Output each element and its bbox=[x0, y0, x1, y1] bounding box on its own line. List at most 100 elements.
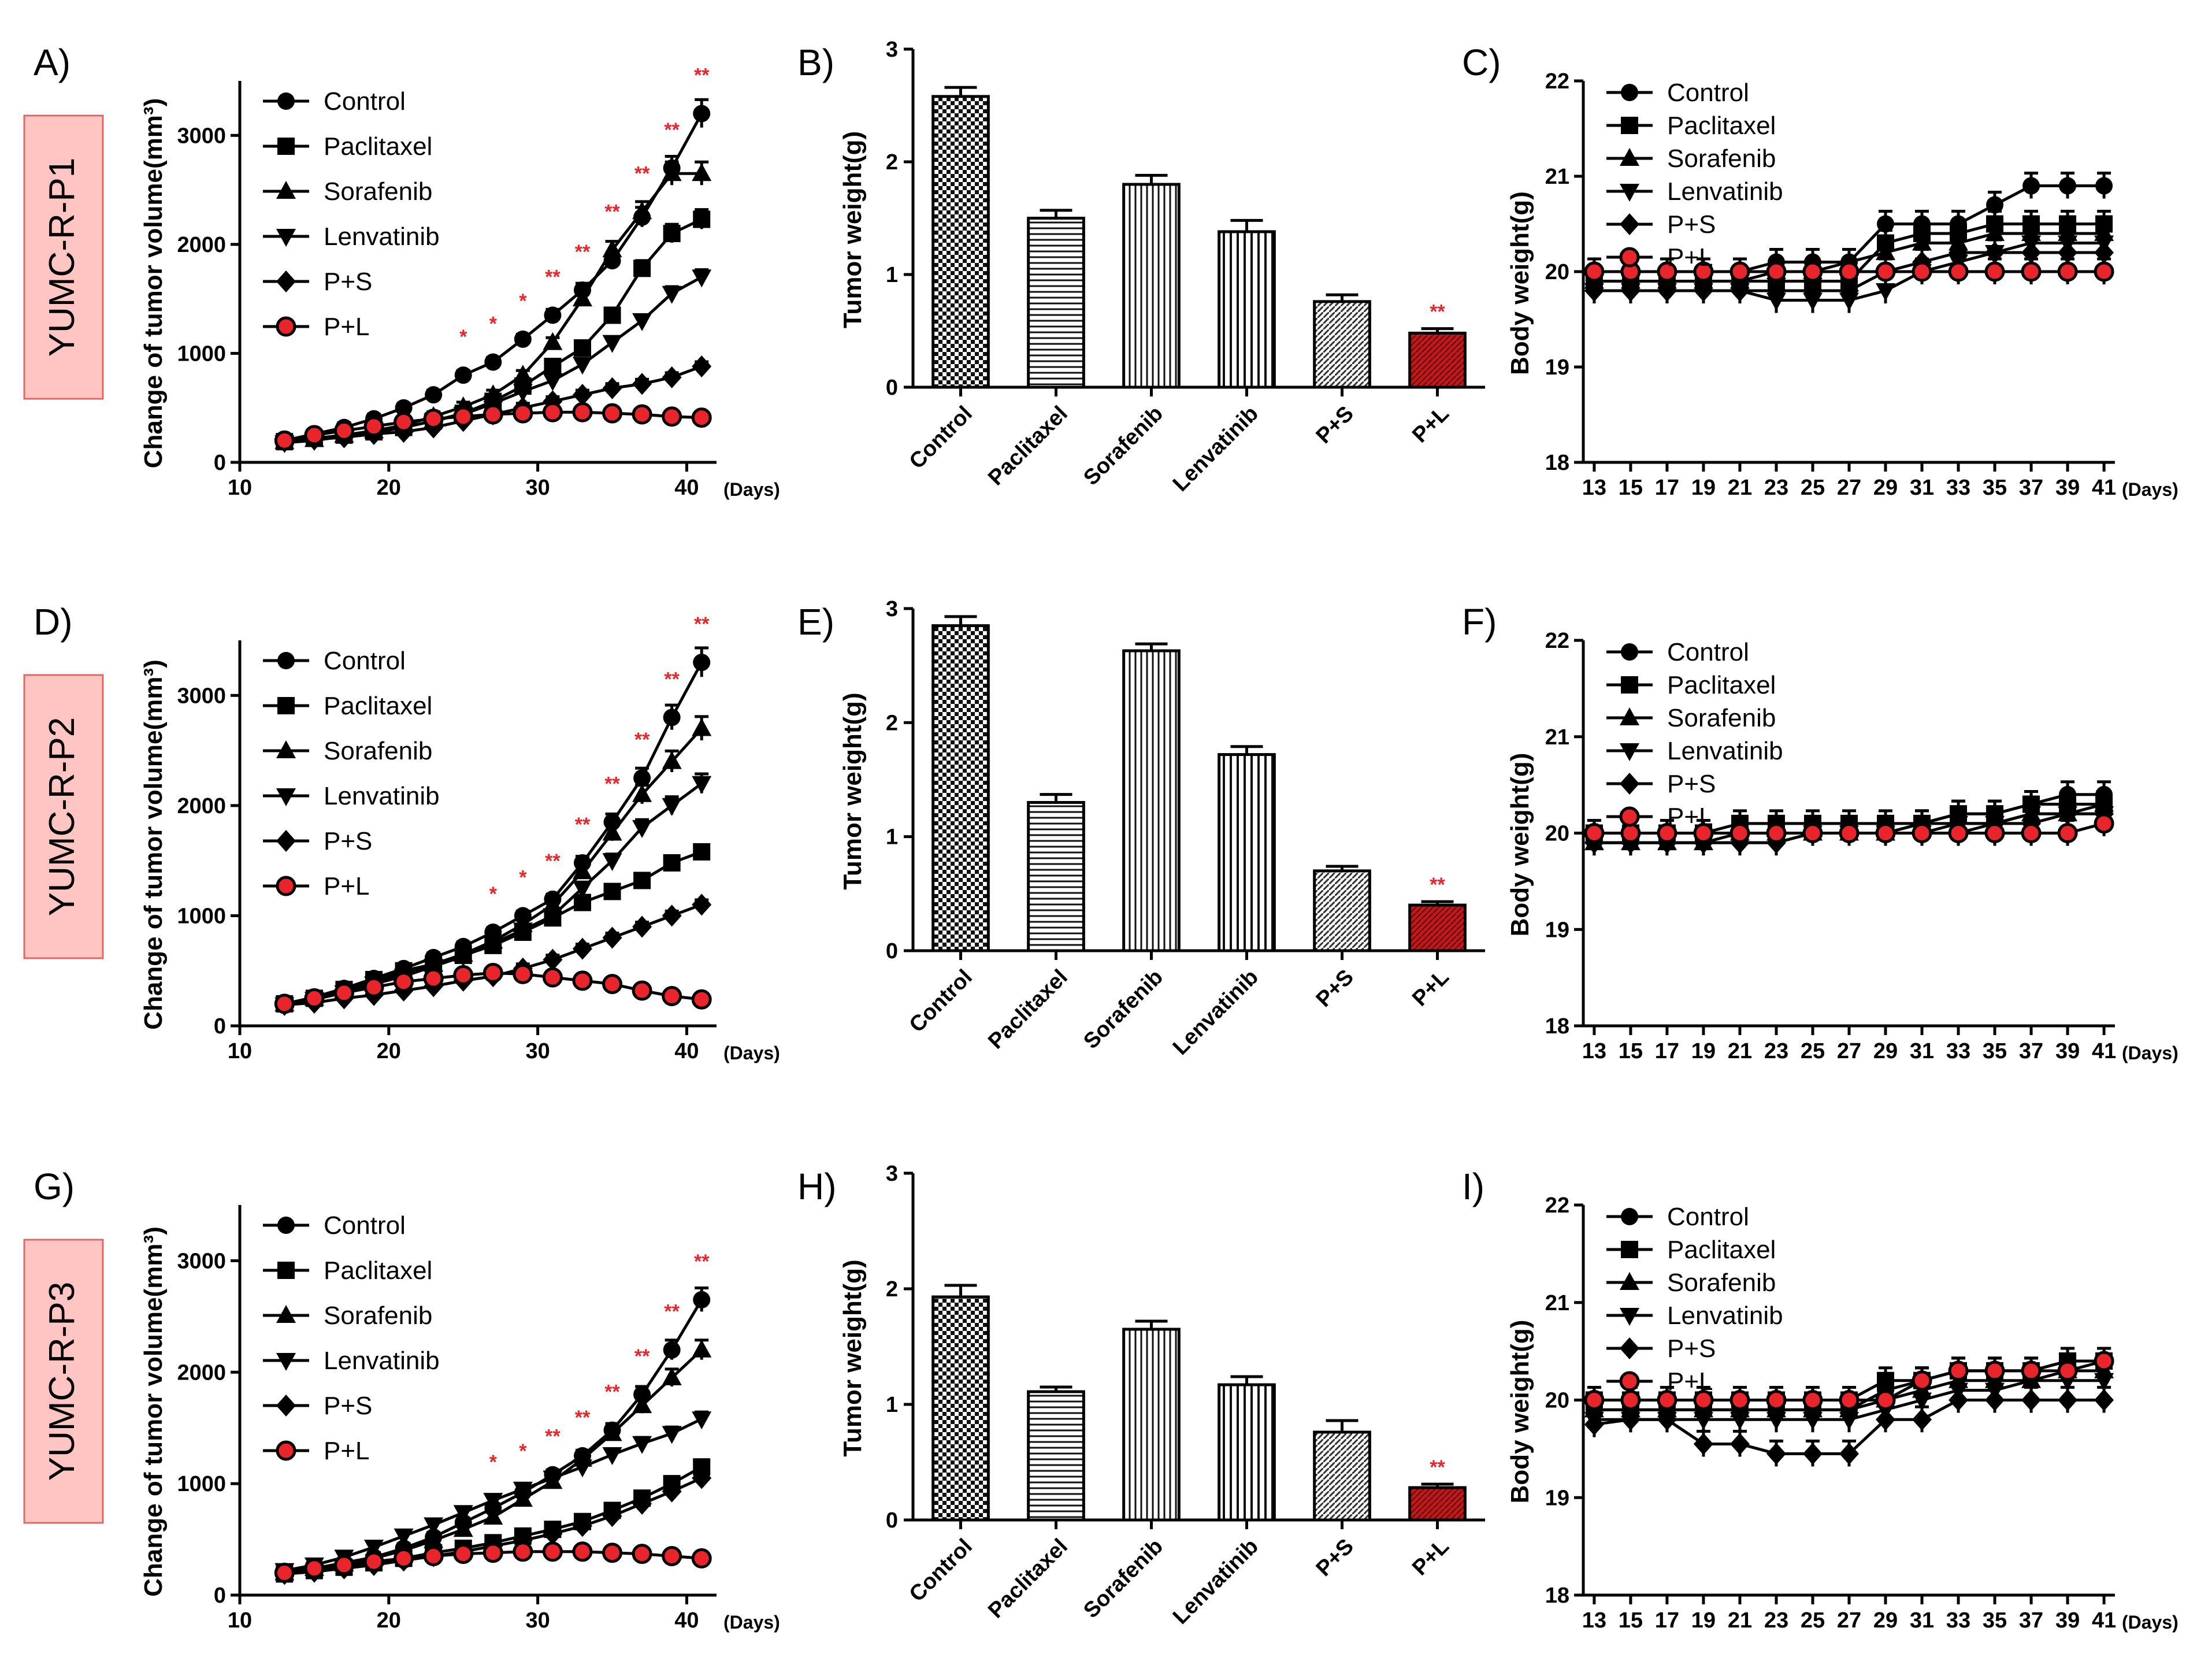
point-paclitaxel bbox=[693, 843, 711, 861]
x-tick-label-lenvatinib: Lenvatinib bbox=[1168, 402, 1263, 496]
point-p-l bbox=[1984, 1360, 2005, 1381]
point-p-l bbox=[1802, 823, 1823, 843]
legend-label-lenvatinib: Lenvatinib bbox=[1667, 1302, 1783, 1330]
point-sorafenib bbox=[692, 1339, 712, 1358]
point-control bbox=[425, 386, 443, 404]
point-p-l bbox=[542, 402, 563, 422]
x-tick-label: 15 bbox=[1619, 476, 1643, 500]
significance-mark: ** bbox=[1430, 301, 1445, 323]
legend-marker-paclitaxel bbox=[277, 697, 295, 714]
point-p-l bbox=[423, 409, 444, 429]
series-p-s bbox=[1584, 1386, 2114, 1467]
point-p-s bbox=[602, 1505, 622, 1527]
point-lenvatinib bbox=[602, 853, 622, 872]
legend-label-p-l: P+L bbox=[1667, 243, 1713, 272]
x-tick-label-control: Control bbox=[905, 1534, 977, 1607]
legend-item-p-l: P+L bbox=[263, 313, 370, 341]
legend-marker-lenvatinib bbox=[1620, 184, 1639, 202]
y-tick-label: 1 bbox=[886, 1393, 898, 1417]
y-tick-label: 0 bbox=[886, 1508, 898, 1533]
y-tick-label: 21 bbox=[1545, 1291, 1569, 1315]
legend-item-lenvatinib: Lenvatinib bbox=[263, 782, 440, 810]
y-tick-label: 1000 bbox=[177, 342, 226, 366]
x-tick-label-control: Control bbox=[905, 402, 977, 474]
bar-group-control: Control bbox=[905, 1284, 990, 1607]
point-p-l bbox=[2094, 261, 2114, 282]
series-line-sorafenib bbox=[284, 727, 703, 1006]
bar-group-lenvatinib: Lenvatinib bbox=[1168, 1375, 1276, 1629]
point-p-l bbox=[394, 1548, 414, 1569]
y-tick-label: 0 bbox=[214, 1014, 226, 1039]
point-p-l bbox=[363, 1551, 384, 1572]
point-control bbox=[663, 1341, 681, 1359]
point-p-s bbox=[1912, 1408, 1932, 1431]
point-p-l bbox=[1912, 261, 1932, 282]
point-p-l bbox=[572, 1541, 593, 1562]
point-p-l bbox=[1984, 823, 2005, 843]
x-tick-label: 30 bbox=[525, 476, 550, 500]
point-lenvatinib bbox=[543, 908, 563, 926]
legend-label-lenvatinib: Lenvatinib bbox=[324, 782, 440, 810]
significance-mark: ** bbox=[694, 65, 710, 87]
point-paclitaxel bbox=[603, 306, 621, 324]
y-tick-label: 22 bbox=[1545, 1193, 1569, 1218]
legend-marker-p-s bbox=[1620, 1337, 1639, 1359]
point-p-l bbox=[632, 1544, 652, 1564]
row-label-3: YUMC-R-P3 bbox=[23, 1239, 104, 1524]
point-p-l bbox=[1766, 1390, 1787, 1410]
legend-label-paclitaxel: Paclitaxel bbox=[1667, 671, 1776, 699]
legend-marker-p-s bbox=[1620, 773, 1639, 795]
point-sorafenib bbox=[513, 365, 533, 383]
significance-mark: ** bbox=[1430, 874, 1445, 896]
point-p-s bbox=[1766, 1443, 1786, 1465]
x-tick-label-paclitaxel: Paclitaxel bbox=[983, 1534, 1072, 1623]
significance-mark: ** bbox=[634, 729, 650, 751]
x-tick-label: 33 bbox=[1946, 476, 1970, 500]
y-tick-label: 18 bbox=[1545, 451, 1569, 475]
series-p-l bbox=[274, 402, 712, 451]
panel-letter-c: C) bbox=[1462, 42, 1501, 83]
legend-item-paclitaxel: Paclitaxel bbox=[263, 692, 432, 720]
point-paclitaxel bbox=[633, 259, 651, 277]
row-label-text-1: YUMC-R-P1 bbox=[42, 158, 82, 357]
legend-marker-control bbox=[277, 1217, 295, 1234]
panel-letter-a: A) bbox=[34, 42, 70, 83]
y-tick-label: 20 bbox=[1545, 260, 1569, 284]
x-tick-label: 21 bbox=[1728, 1608, 1752, 1633]
x-axis-label: (Days) bbox=[723, 1612, 780, 1633]
y-tick-label: 18 bbox=[1545, 1014, 1569, 1039]
significance-mark: ** bbox=[664, 1301, 680, 1323]
bar-paclitaxel bbox=[1027, 217, 1085, 389]
point-p-l bbox=[2094, 813, 2114, 834]
panel-letter-i: I) bbox=[1462, 1166, 1484, 1207]
x-tick-label: 35 bbox=[1983, 1608, 2007, 1633]
x-tick-label-p-s: P+S bbox=[1312, 1534, 1359, 1581]
point-p-s bbox=[1729, 280, 1750, 302]
point-p-l bbox=[1729, 261, 1750, 282]
legend-marker-sorafenib bbox=[276, 740, 296, 758]
legend-label-paclitaxel: Paclitaxel bbox=[324, 1256, 432, 1285]
significance-mark: * bbox=[489, 883, 498, 905]
legend-label-p-s: P+S bbox=[1667, 1334, 1716, 1363]
legend-marker-p-l bbox=[276, 876, 296, 896]
y-axis-title: Body weight(g) bbox=[1506, 753, 1534, 937]
point-lenvatinib bbox=[692, 1411, 712, 1430]
bar-group-sorafenib: Sorafenib bbox=[1079, 642, 1181, 1054]
point-p-s bbox=[543, 948, 563, 971]
legend-item-control: Control bbox=[263, 87, 406, 116]
point-sorafenib bbox=[453, 1519, 473, 1537]
point-sorafenib bbox=[483, 1507, 503, 1525]
point-p-s bbox=[543, 1522, 563, 1545]
point-p-l bbox=[1912, 1370, 1932, 1391]
point-sorafenib bbox=[632, 201, 652, 220]
bar-lenvatinib bbox=[1218, 753, 1276, 952]
row-label-box-3 bbox=[23, 1239, 104, 1524]
point-p-s bbox=[1876, 1408, 1896, 1431]
legend-item-p-s: P+S bbox=[1606, 210, 1716, 239]
x-tick-label: 20 bbox=[377, 1608, 401, 1633]
legend-label-p-l: P+L bbox=[1667, 803, 1713, 831]
y-axis-title: Change of tumor volume(mm³) bbox=[139, 659, 168, 1029]
point-p-s bbox=[2021, 1389, 2042, 1411]
point-p-s bbox=[2094, 1389, 2114, 1411]
point-p-l bbox=[453, 406, 474, 427]
